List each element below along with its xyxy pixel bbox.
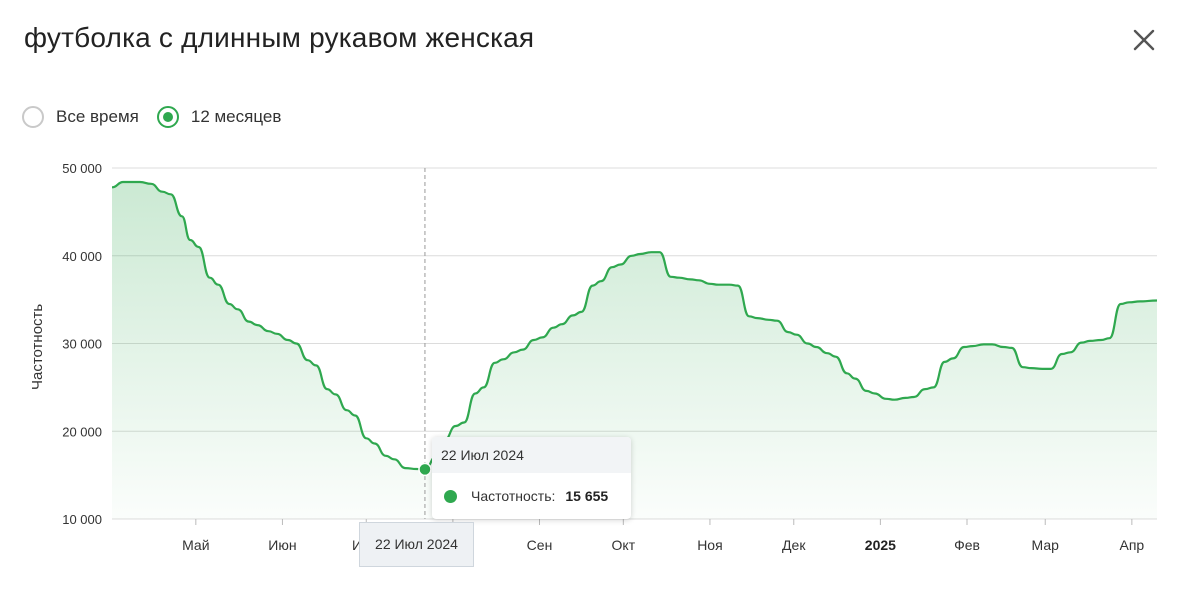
period-selector: Все время 12 месяцев (22, 106, 299, 128)
tooltip-series-label: Частотность: (471, 488, 556, 504)
x-tick-label: Сен (527, 537, 553, 553)
x-tick-label: Ноя (697, 537, 722, 553)
period-12-months-label: 12 месяцев (190, 107, 282, 126)
y-tick-label: 30 000 (62, 337, 102, 352)
x-tick-label: Фев (954, 537, 980, 553)
chart-tooltip: 22 Июл 2024 Частотность: 15 655 (432, 437, 631, 519)
x-tick-label: Мар (1032, 537, 1060, 553)
x-tick-label: 2025 (865, 537, 896, 553)
page-title: футболка с длинным рукавом женская (24, 22, 535, 53)
x-tick-label: Апр (1119, 537, 1144, 553)
y-tick-label: 20 000 (62, 424, 102, 439)
close-icon[interactable] (1130, 26, 1158, 54)
series-dot-icon (444, 489, 457, 503)
period-all-time-radio[interactable]: Все время (22, 106, 139, 128)
x-tick-label: Дек (782, 537, 806, 553)
series-line (111, 180, 1158, 471)
period-all-time-label: Все время (56, 107, 139, 126)
period-12-months-radio[interactable]: 12 месяцев (156, 106, 282, 128)
y-tick-label: 50 000 (62, 161, 102, 176)
x-tick-label: Июн (268, 537, 296, 553)
crosshair-date-label: 22 Июл 2024 (359, 522, 474, 567)
radio-checked-icon (156, 106, 179, 128)
tooltip-date: 22 Июл 2024 (432, 437, 631, 473)
x-tick-label: Май (182, 537, 209, 553)
y-tick-label: 40 000 (62, 249, 102, 264)
series-area (112, 182, 1157, 519)
tooltip-body: Частотность: 15 655 (432, 473, 631, 519)
tooltip-value: 15 655 (565, 488, 609, 504)
highlight-point (418, 462, 432, 477)
y-tick-label: 10 000 (62, 512, 102, 527)
x-tick-label: Окт (612, 537, 636, 553)
radio-unchecked-icon (22, 106, 44, 128)
